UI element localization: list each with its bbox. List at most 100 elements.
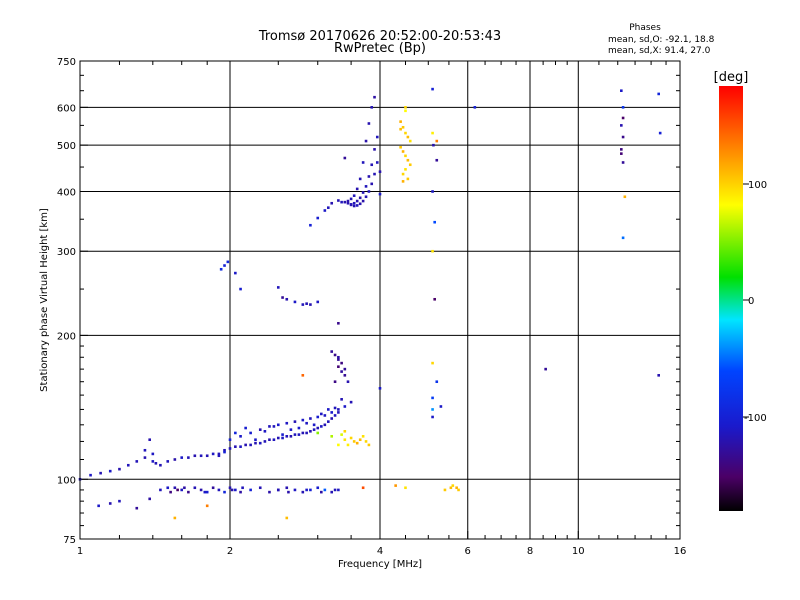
echo-point	[309, 430, 312, 433]
echo-point	[199, 454, 203, 458]
echo-point	[349, 400, 353, 404]
echo-point	[343, 405, 347, 408]
echo-point	[258, 441, 262, 445]
echo-point	[404, 109, 407, 113]
echo-point	[401, 172, 405, 176]
y-axis-label: Stationary phase Virtual Height [km]	[39, 208, 50, 392]
echo-point	[205, 490, 209, 494]
echo-point	[370, 163, 374, 167]
y-tick-label: 200	[57, 331, 76, 342]
y-tick-label: 600	[57, 103, 76, 114]
echo-point	[375, 135, 379, 139]
echo-point	[217, 488, 221, 492]
echo-point	[239, 435, 242, 438]
echo-point	[367, 443, 371, 447]
echo-point	[205, 504, 209, 508]
echo-point	[364, 195, 368, 199]
echo-point	[151, 452, 155, 456]
echo-point	[333, 380, 337, 384]
echo-point	[394, 484, 397, 487]
echo-point	[621, 116, 625, 120]
colorbar-scale	[719, 86, 743, 511]
echo-point	[451, 484, 455, 487]
echo-point	[305, 302, 308, 305]
echo-point	[455, 486, 458, 490]
echo-point	[309, 303, 312, 306]
echo-point	[352, 204, 356, 208]
echo-point	[276, 488, 280, 492]
echo-point	[337, 358, 340, 361]
echo-point	[621, 161, 625, 164]
echo-point	[657, 92, 660, 96]
echo-point	[361, 199, 365, 203]
echo-point	[217, 452, 221, 456]
echo-point	[118, 467, 121, 471]
echo-point	[258, 428, 262, 431]
echo-point	[361, 191, 365, 194]
echo-point	[364, 440, 368, 443]
y-tick-label: 750	[57, 57, 76, 68]
echo-point	[320, 412, 323, 416]
echo-point	[254, 441, 257, 445]
echo-point	[309, 223, 312, 227]
echo-point	[312, 423, 316, 427]
x-tick-label: 2	[227, 546, 233, 557]
echo-point	[343, 367, 347, 371]
echo-point	[241, 486, 244, 490]
plot-area: 1 2 4 6 8 10 16 75 100 200 300 400 500 600 750	[57, 57, 686, 557]
x-tick-label: 16	[674, 546, 687, 557]
echo-point	[226, 260, 230, 264]
echo-point	[343, 200, 347, 204]
echo-point	[435, 380, 439, 384]
echo-point	[367, 175, 371, 178]
echo-point	[272, 425, 276, 428]
echo-point	[289, 428, 293, 431]
echo-point	[126, 463, 130, 467]
colorbar: [deg] 100 0 -100	[714, 70, 767, 511]
echo-point	[199, 488, 203, 492]
echo-point	[316, 431, 320, 435]
echo-point	[228, 447, 232, 450]
echo-point	[323, 423, 327, 427]
echo-point	[234, 431, 237, 435]
echo-point	[293, 420, 297, 423]
echo-point	[239, 287, 242, 291]
echo-point	[431, 415, 434, 419]
colorbar-tick-label-0: 0	[748, 296, 754, 307]
x-tick-label: 6	[465, 546, 471, 557]
echo-point	[97, 504, 100, 508]
echo-point	[330, 411, 334, 414]
echo-point	[285, 516, 289, 520]
echo-point	[340, 370, 343, 373]
echo-point	[316, 216, 320, 220]
echo-point	[143, 448, 147, 452]
echo-point	[211, 486, 215, 490]
echo-point	[346, 380, 350, 384]
echo-point	[173, 458, 177, 461]
echo-point	[258, 486, 262, 490]
echo-point	[343, 430, 347, 433]
echo-point	[254, 438, 257, 442]
echo-point	[621, 106, 625, 109]
echo-point	[316, 300, 320, 304]
echo-point	[340, 398, 343, 401]
echo-point	[89, 473, 92, 477]
echo-point	[234, 488, 237, 492]
echo-point	[293, 433, 297, 436]
echo-point	[173, 516, 177, 520]
echo-point	[219, 267, 223, 271]
echo-point	[176, 488, 179, 492]
echo-point	[285, 435, 289, 438]
echo-point	[173, 486, 177, 490]
chart-title: Tromsø 20170626 20:52:00-20:53:43	[258, 29, 501, 44]
echo-point	[263, 440, 267, 443]
echo-point	[404, 154, 407, 158]
echo-point	[358, 202, 362, 206]
echo-point	[135, 506, 139, 510]
echo-point	[364, 185, 368, 188]
echo-point	[333, 488, 337, 492]
echo-point	[239, 490, 242, 494]
echo-point	[327, 420, 330, 423]
echo-point	[333, 406, 337, 410]
